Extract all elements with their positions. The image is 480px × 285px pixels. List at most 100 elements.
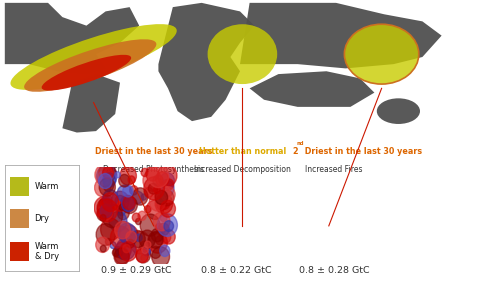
Circle shape (102, 205, 122, 228)
Circle shape (138, 211, 146, 220)
Circle shape (99, 205, 113, 220)
Circle shape (152, 247, 169, 267)
Circle shape (153, 175, 163, 186)
Circle shape (115, 172, 120, 178)
Ellipse shape (42, 55, 131, 91)
Circle shape (160, 200, 176, 217)
Circle shape (103, 173, 116, 187)
Circle shape (123, 185, 133, 197)
Circle shape (146, 166, 159, 181)
Circle shape (97, 208, 108, 221)
Circle shape (144, 205, 151, 213)
Polygon shape (62, 74, 120, 133)
Circle shape (99, 163, 116, 182)
Circle shape (100, 204, 112, 218)
Circle shape (127, 239, 134, 248)
Circle shape (156, 236, 164, 245)
Circle shape (109, 211, 127, 232)
Circle shape (120, 242, 137, 261)
Circle shape (157, 199, 167, 210)
Text: Increased Fires: Increased Fires (305, 165, 362, 174)
Circle shape (159, 231, 171, 243)
Circle shape (135, 218, 141, 225)
Circle shape (115, 221, 131, 239)
Circle shape (130, 231, 145, 248)
Circle shape (159, 180, 174, 197)
Circle shape (158, 223, 169, 235)
Ellipse shape (11, 24, 177, 90)
Polygon shape (5, 3, 139, 74)
Circle shape (135, 234, 142, 241)
Circle shape (148, 232, 168, 253)
Circle shape (160, 245, 170, 256)
Circle shape (99, 198, 109, 209)
Circle shape (97, 198, 113, 216)
Circle shape (97, 171, 109, 184)
Circle shape (148, 232, 163, 248)
Circle shape (99, 178, 115, 196)
Circle shape (156, 172, 169, 186)
Circle shape (155, 185, 171, 203)
Circle shape (150, 246, 161, 258)
Circle shape (101, 218, 120, 241)
Text: 0.8 ± 0.28 GtC: 0.8 ± 0.28 GtC (300, 266, 370, 275)
Circle shape (111, 191, 129, 211)
Circle shape (149, 193, 166, 211)
Circle shape (156, 223, 163, 231)
Circle shape (118, 223, 136, 243)
Circle shape (108, 212, 114, 219)
Circle shape (136, 247, 151, 263)
Circle shape (106, 238, 111, 245)
Circle shape (148, 183, 158, 194)
Circle shape (94, 197, 114, 219)
Circle shape (110, 242, 116, 249)
Circle shape (120, 225, 138, 245)
Circle shape (140, 241, 149, 252)
Circle shape (144, 241, 151, 248)
Circle shape (103, 180, 114, 192)
Circle shape (96, 224, 116, 245)
Circle shape (106, 196, 112, 203)
Circle shape (161, 187, 175, 202)
Circle shape (117, 206, 129, 220)
Circle shape (123, 196, 135, 209)
Circle shape (113, 247, 123, 258)
Circle shape (160, 173, 174, 189)
Ellipse shape (24, 39, 156, 92)
Circle shape (154, 186, 160, 194)
Text: 0.8 ± 0.22 GtC: 0.8 ± 0.22 GtC (201, 266, 272, 275)
Circle shape (100, 245, 106, 252)
Circle shape (117, 185, 132, 202)
Circle shape (140, 214, 160, 236)
Circle shape (100, 215, 106, 221)
Circle shape (130, 231, 150, 254)
Circle shape (98, 174, 112, 189)
Circle shape (110, 226, 131, 249)
Circle shape (122, 197, 137, 213)
Circle shape (142, 246, 148, 254)
Circle shape (155, 194, 173, 213)
Circle shape (96, 237, 109, 253)
Circle shape (120, 166, 136, 185)
Circle shape (139, 230, 156, 248)
Circle shape (115, 196, 125, 207)
FancyBboxPatch shape (10, 242, 29, 261)
Text: 0.9 ± 0.29 GtC: 0.9 ± 0.29 GtC (101, 266, 172, 275)
Circle shape (116, 238, 135, 260)
Circle shape (144, 187, 153, 197)
Circle shape (95, 165, 113, 185)
Circle shape (157, 227, 165, 235)
Ellipse shape (377, 98, 420, 124)
Text: Hotter than normal: Hotter than normal (199, 147, 286, 156)
Text: Dry: Dry (35, 213, 49, 223)
Circle shape (132, 188, 148, 205)
Circle shape (160, 214, 167, 221)
Ellipse shape (208, 24, 277, 84)
Circle shape (102, 193, 119, 211)
Circle shape (155, 190, 168, 204)
Circle shape (159, 198, 170, 209)
Circle shape (116, 221, 132, 240)
Circle shape (121, 197, 134, 211)
Circle shape (123, 245, 130, 253)
Circle shape (143, 247, 150, 256)
